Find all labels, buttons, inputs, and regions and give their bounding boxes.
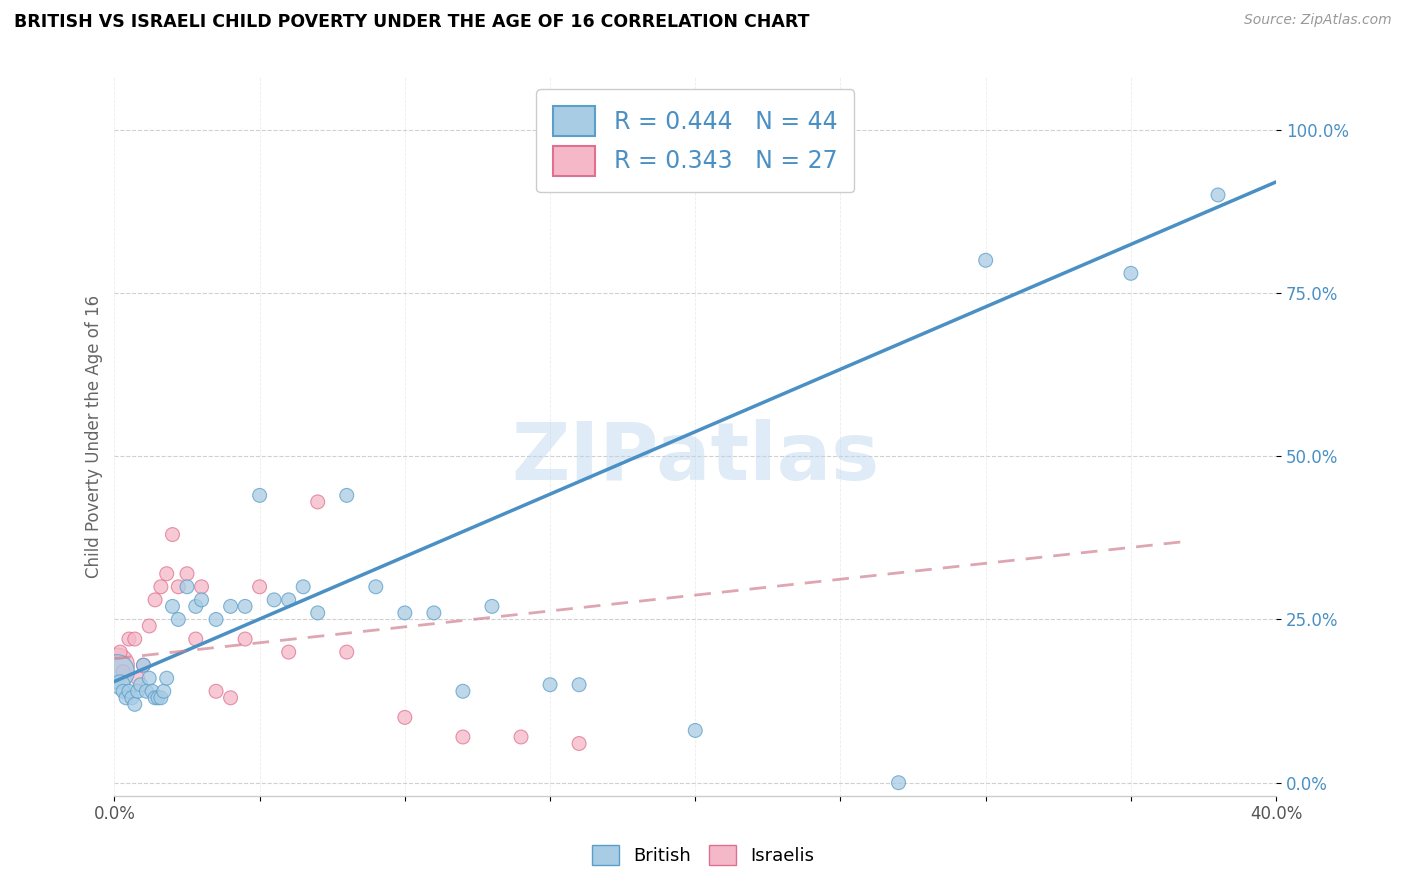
Point (568, 678, 591, 692)
Point (307, 606, 329, 620)
Point (219, 690, 242, 705)
Point (1206, 188, 1229, 202)
Point (138, 671, 160, 685)
Point (277, 592, 299, 607)
Point (121, 690, 143, 705)
Point (105, 658, 128, 673)
Point (451, 684, 474, 698)
Point (336, 488, 359, 502)
Legend: British, Israelis: British, Israelis (582, 836, 824, 874)
Point (110, 678, 132, 692)
Point (451, 730, 474, 744)
Point (110, 645, 132, 659)
Point (143, 690, 166, 705)
Point (423, 606, 446, 620)
Point (364, 580, 387, 594)
Point (141, 684, 163, 698)
Text: ZIPatlas: ZIPatlas (512, 419, 879, 497)
Point (538, 678, 561, 692)
Point (307, 495, 329, 509)
Legend: R = 0.444   N = 44, R = 0.343   N = 27: R = 0.444 N = 44, R = 0.343 N = 27 (536, 89, 855, 193)
Point (683, 723, 706, 738)
Point (127, 684, 149, 698)
Point (132, 658, 155, 673)
Text: Source: ZipAtlas.com: Source: ZipAtlas.com (1244, 13, 1392, 28)
Point (205, 612, 228, 626)
Point (249, 580, 271, 594)
Point (124, 698, 146, 712)
Point (292, 580, 315, 594)
Point (167, 580, 190, 594)
Point (233, 599, 256, 614)
Point (190, 592, 212, 607)
Point (184, 632, 207, 646)
Point (118, 632, 141, 646)
Point (149, 580, 172, 594)
Point (143, 592, 166, 607)
Point (1119, 266, 1142, 280)
Y-axis label: Child Poverty Under the Age of 16: Child Poverty Under the Age of 16 (86, 295, 103, 578)
Point (176, 566, 198, 581)
Point (127, 671, 149, 685)
Text: BRITISH VS ISRAELI CHILD POVERTY UNDER THE AGE OF 16 CORRELATION CHART: BRITISH VS ISRAELI CHILD POVERTY UNDER T… (14, 13, 810, 31)
Point (887, 775, 910, 789)
Point (105, 665, 128, 679)
Point (481, 599, 503, 614)
Point (112, 684, 135, 698)
Point (176, 580, 198, 594)
Point (162, 599, 184, 614)
Point (233, 632, 256, 646)
Point (132, 658, 155, 673)
Point (974, 253, 997, 268)
Point (394, 606, 416, 620)
Point (510, 730, 533, 744)
Point (263, 592, 285, 607)
Point (112, 665, 135, 679)
Point (219, 599, 242, 614)
Point (184, 599, 207, 614)
Point (190, 580, 212, 594)
Point (249, 488, 271, 502)
Point (277, 645, 299, 659)
Point (394, 710, 416, 724)
Point (156, 566, 179, 581)
Point (149, 690, 172, 705)
Point (156, 671, 179, 685)
Point (167, 612, 190, 626)
Point (336, 645, 359, 659)
Point (146, 690, 169, 705)
Point (124, 632, 146, 646)
Point (138, 619, 160, 633)
Point (205, 684, 228, 698)
Point (135, 684, 157, 698)
Point (152, 684, 174, 698)
Point (118, 684, 141, 698)
Point (129, 678, 152, 692)
Point (162, 527, 184, 541)
Point (115, 690, 138, 705)
Point (568, 737, 591, 751)
